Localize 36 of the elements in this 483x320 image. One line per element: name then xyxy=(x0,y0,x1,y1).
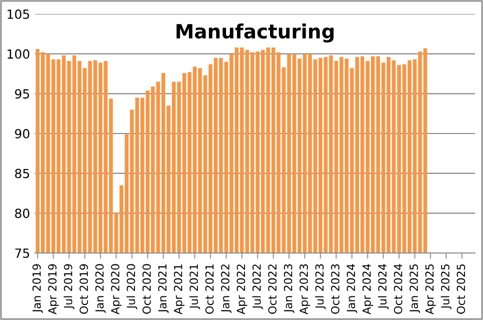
x-tick-label: Oct 2021 xyxy=(205,264,214,314)
x-tick-label: Apr 2019 xyxy=(48,264,59,314)
x-tick-label: Oct 2025 xyxy=(456,264,466,314)
x-tick-label: Jul 2019 xyxy=(64,264,74,310)
x-tick-label: Apr 2021 xyxy=(174,264,184,314)
x-tick-label: Apr 2020 xyxy=(111,264,122,314)
y-tick-label: 80 xyxy=(15,208,30,218)
x-tick-label: Oct 2024 xyxy=(394,264,402,314)
x-tick-label: Oct 2019 xyxy=(80,264,88,314)
y-tick-label: 90 xyxy=(15,128,30,138)
x-tick-label: Jan 2024 xyxy=(346,264,358,313)
x-tick-label: Oct 2022 xyxy=(268,264,277,314)
x-tick-label: Jul 2021 xyxy=(189,264,200,310)
y-tick-label: 95 xyxy=(15,89,30,99)
x-tick-label: Jan 2025 xyxy=(410,264,420,313)
y-tick-label: 100 xyxy=(8,49,30,59)
chart-title: Manufacturing xyxy=(176,24,334,43)
x-tick-label: Jul 2024 xyxy=(378,264,389,310)
y-tick-label: 85 xyxy=(15,168,30,178)
x-tick-label: Jan 2021 xyxy=(158,264,169,313)
x-tick-label: Jan 2022 xyxy=(221,264,232,313)
x-tick-label: Jul 2022 xyxy=(252,264,263,310)
x-tick-label: Oct 2020 xyxy=(142,264,151,314)
x-tick-label: Jan 2023 xyxy=(284,264,294,313)
x-tick-label: Apr 2024 xyxy=(362,264,373,314)
x-tick-label: Apr 2025 xyxy=(425,264,436,314)
x-tick-label: Apr 2022 xyxy=(236,264,248,314)
x-tick-label: Jul 2025 xyxy=(440,264,452,310)
y-tick-label: 75 xyxy=(15,248,30,258)
x-tick-label: Jan 2020 xyxy=(95,264,106,313)
x-tick-label: Jul 2020 xyxy=(126,264,138,310)
x-tick-label: Jan 2019 xyxy=(32,264,43,313)
y-tick-label: 105 xyxy=(8,9,30,19)
x-tick-label: Oct 2023 xyxy=(331,264,340,314)
x-tick-label: Jul 2023 xyxy=(315,264,326,310)
x-tick-label: Apr 2023 xyxy=(300,264,310,314)
